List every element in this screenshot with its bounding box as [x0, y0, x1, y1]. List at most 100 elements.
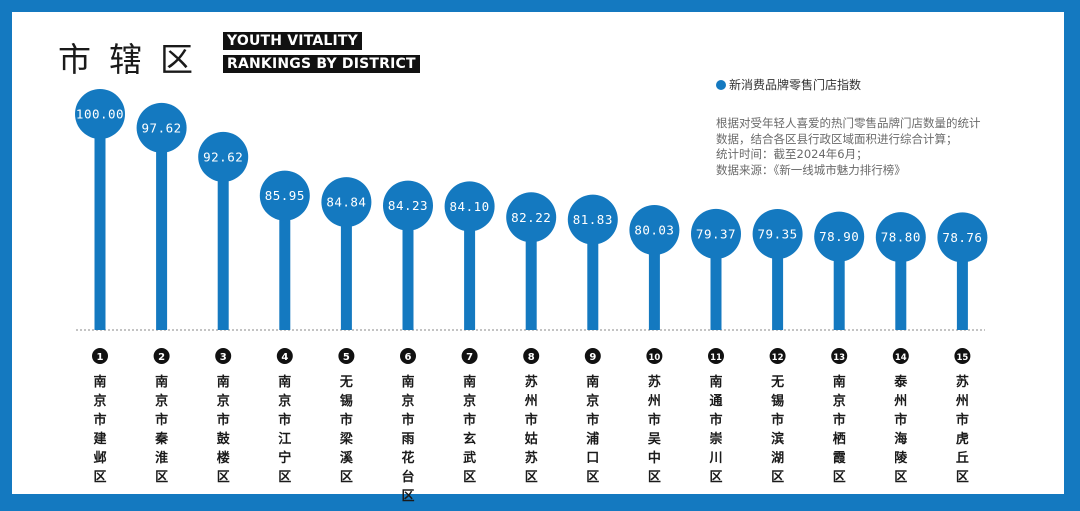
value-bubble-6	[383, 180, 433, 231]
rank-badge-9	[584, 348, 601, 364]
value-label-9: 81.83	[573, 212, 613, 227]
value-bubble-4	[259, 170, 310, 221]
value-bubble-14	[875, 212, 926, 263]
rank-badge-3	[215, 348, 232, 364]
district-label-11: 南通市崇川区	[708, 374, 722, 485]
rank-badge-11	[708, 348, 724, 364]
rank-badge-4	[276, 348, 293, 364]
district-label-14: 泰州市海陵区	[893, 374, 908, 485]
rank-label-8: 8	[528, 352, 535, 363]
stem-11	[710, 233, 722, 330]
district-label-10: 苏州市吴中区	[647, 374, 661, 485]
stem-6	[402, 205, 414, 330]
rank-badge-10	[646, 348, 663, 364]
value-bubble-12	[752, 208, 803, 259]
district-label-4: 南京市江宁区	[278, 374, 291, 485]
rank-label-3: 3	[220, 352, 227, 363]
stem-7	[464, 206, 476, 330]
stem-5	[340, 202, 352, 330]
value-bubble-2	[136, 102, 187, 153]
value-label-3: 92.62	[203, 149, 243, 164]
rank-label-9: 9	[589, 352, 596, 363]
value-label-13: 78.90	[819, 229, 859, 244]
rank-badge-13	[831, 348, 848, 364]
district-label-5: 无锡市梁溪区	[339, 375, 354, 485]
stem-15	[956, 237, 968, 330]
legend-swatch	[716, 79, 726, 90]
district-label-7: 南京市玄武区	[463, 374, 476, 485]
value-bubble-10	[629, 205, 680, 256]
district-label-13: 南京市栖霞区	[833, 374, 847, 485]
value-label-8: 82.22	[511, 210, 551, 225]
value-bubble-3	[198, 131, 249, 182]
note-line-1: 根据对受年轻人喜爱的热门零售品牌门店数量的统计数据，结合各区县行政区域面积进行综…	[716, 116, 981, 146]
rank-label-12: 12	[772, 353, 784, 363]
rank-badge-6	[400, 348, 416, 364]
legend: 新消费品牌零售门店指数	[716, 76, 861, 93]
stem-1	[94, 114, 106, 330]
value-bubble-9	[567, 194, 618, 245]
value-bubble-11	[691, 208, 741, 259]
value-bubble-8	[506, 192, 557, 243]
rank-label-5: 5	[343, 352, 350, 363]
district-label-1: 南京市建邺区	[93, 374, 106, 485]
page-title: 市辖区	[58, 40, 211, 79]
value-label-2: 97.62	[142, 120, 182, 135]
district-label-9: 南京市浦口区	[586, 374, 599, 485]
rank-label-6: 6	[405, 352, 412, 363]
title-en-line2: RANKINGS BY DISTRICT	[223, 55, 420, 73]
rank-badge-5	[338, 348, 355, 364]
district-label-2: 南京市秦淮区	[154, 374, 169, 485]
note-line-3: 数据来源：《新一线城市魅力排行榜》	[716, 162, 906, 177]
value-bubble-1	[75, 89, 125, 139]
stem-14	[895, 237, 907, 330]
rank-badge-2	[153, 348, 170, 364]
rank-badge-7	[461, 348, 478, 364]
value-label-6: 84.23	[388, 198, 428, 213]
stem-2	[156, 127, 168, 331]
stem-10	[648, 230, 660, 330]
rank-label-7: 7	[466, 352, 473, 363]
stem-3	[217, 156, 229, 330]
rank-label-15: 15	[956, 353, 968, 363]
legend-label: 新消费品牌零售门店指数	[729, 78, 862, 92]
district-label-12: 无锡市滨湖区	[770, 375, 784, 485]
rank-badge-8	[523, 348, 540, 364]
value-label-11: 79.37	[696, 226, 736, 241]
district-label-15: 苏州市虎丘区	[955, 374, 969, 485]
stem-8	[525, 217, 537, 330]
rank-badge-12	[769, 348, 786, 364]
stem-9	[587, 219, 599, 330]
value-label-7: 84.10	[450, 199, 490, 214]
rank-label-14: 14	[895, 353, 907, 363]
rank-label-2: 2	[158, 352, 165, 363]
stem-4	[279, 195, 291, 330]
district-label-3: 南京市鼓楼区	[217, 374, 231, 485]
value-bubble-13	[814, 211, 865, 262]
value-label-4: 85.95	[265, 188, 305, 203]
value-label-1: 100.00	[76, 107, 124, 122]
district-label-6: 南京市雨花台区	[401, 374, 414, 504]
rank-label-13: 13	[833, 353, 845, 363]
value-label-12: 79.35	[758, 226, 798, 241]
source-note: 根据对受年轻人喜爱的热门零售品牌门店数量的统计数据，结合各区县行政区域面积进行综…	[716, 116, 991, 178]
rank-label-10: 10	[648, 353, 660, 363]
rank-badge-15	[954, 348, 971, 364]
stem-12	[772, 233, 784, 330]
rank-badge-1	[92, 348, 108, 364]
note-line-2: 统计时间：截至2024年6月；	[716, 147, 868, 161]
value-bubble-7	[444, 181, 495, 232]
value-label-15: 78.76	[942, 230, 982, 245]
rank-badge-14	[892, 348, 909, 364]
value-label-14: 78.80	[881, 230, 921, 245]
value-bubble-15	[937, 212, 988, 263]
value-label-5: 84.84	[326, 195, 366, 210]
value-bubble-5	[321, 177, 372, 228]
stem-13	[833, 236, 845, 330]
district-label-8: 苏州市姑苏区	[524, 374, 538, 485]
rank-label-1: 1	[97, 352, 104, 363]
rank-label-4: 4	[281, 352, 288, 363]
title-en-line1: YOUTH VITALITY	[223, 32, 363, 50]
title-en: YOUTH VITALITY RANKINGS BY DISTRICT	[223, 30, 420, 76]
